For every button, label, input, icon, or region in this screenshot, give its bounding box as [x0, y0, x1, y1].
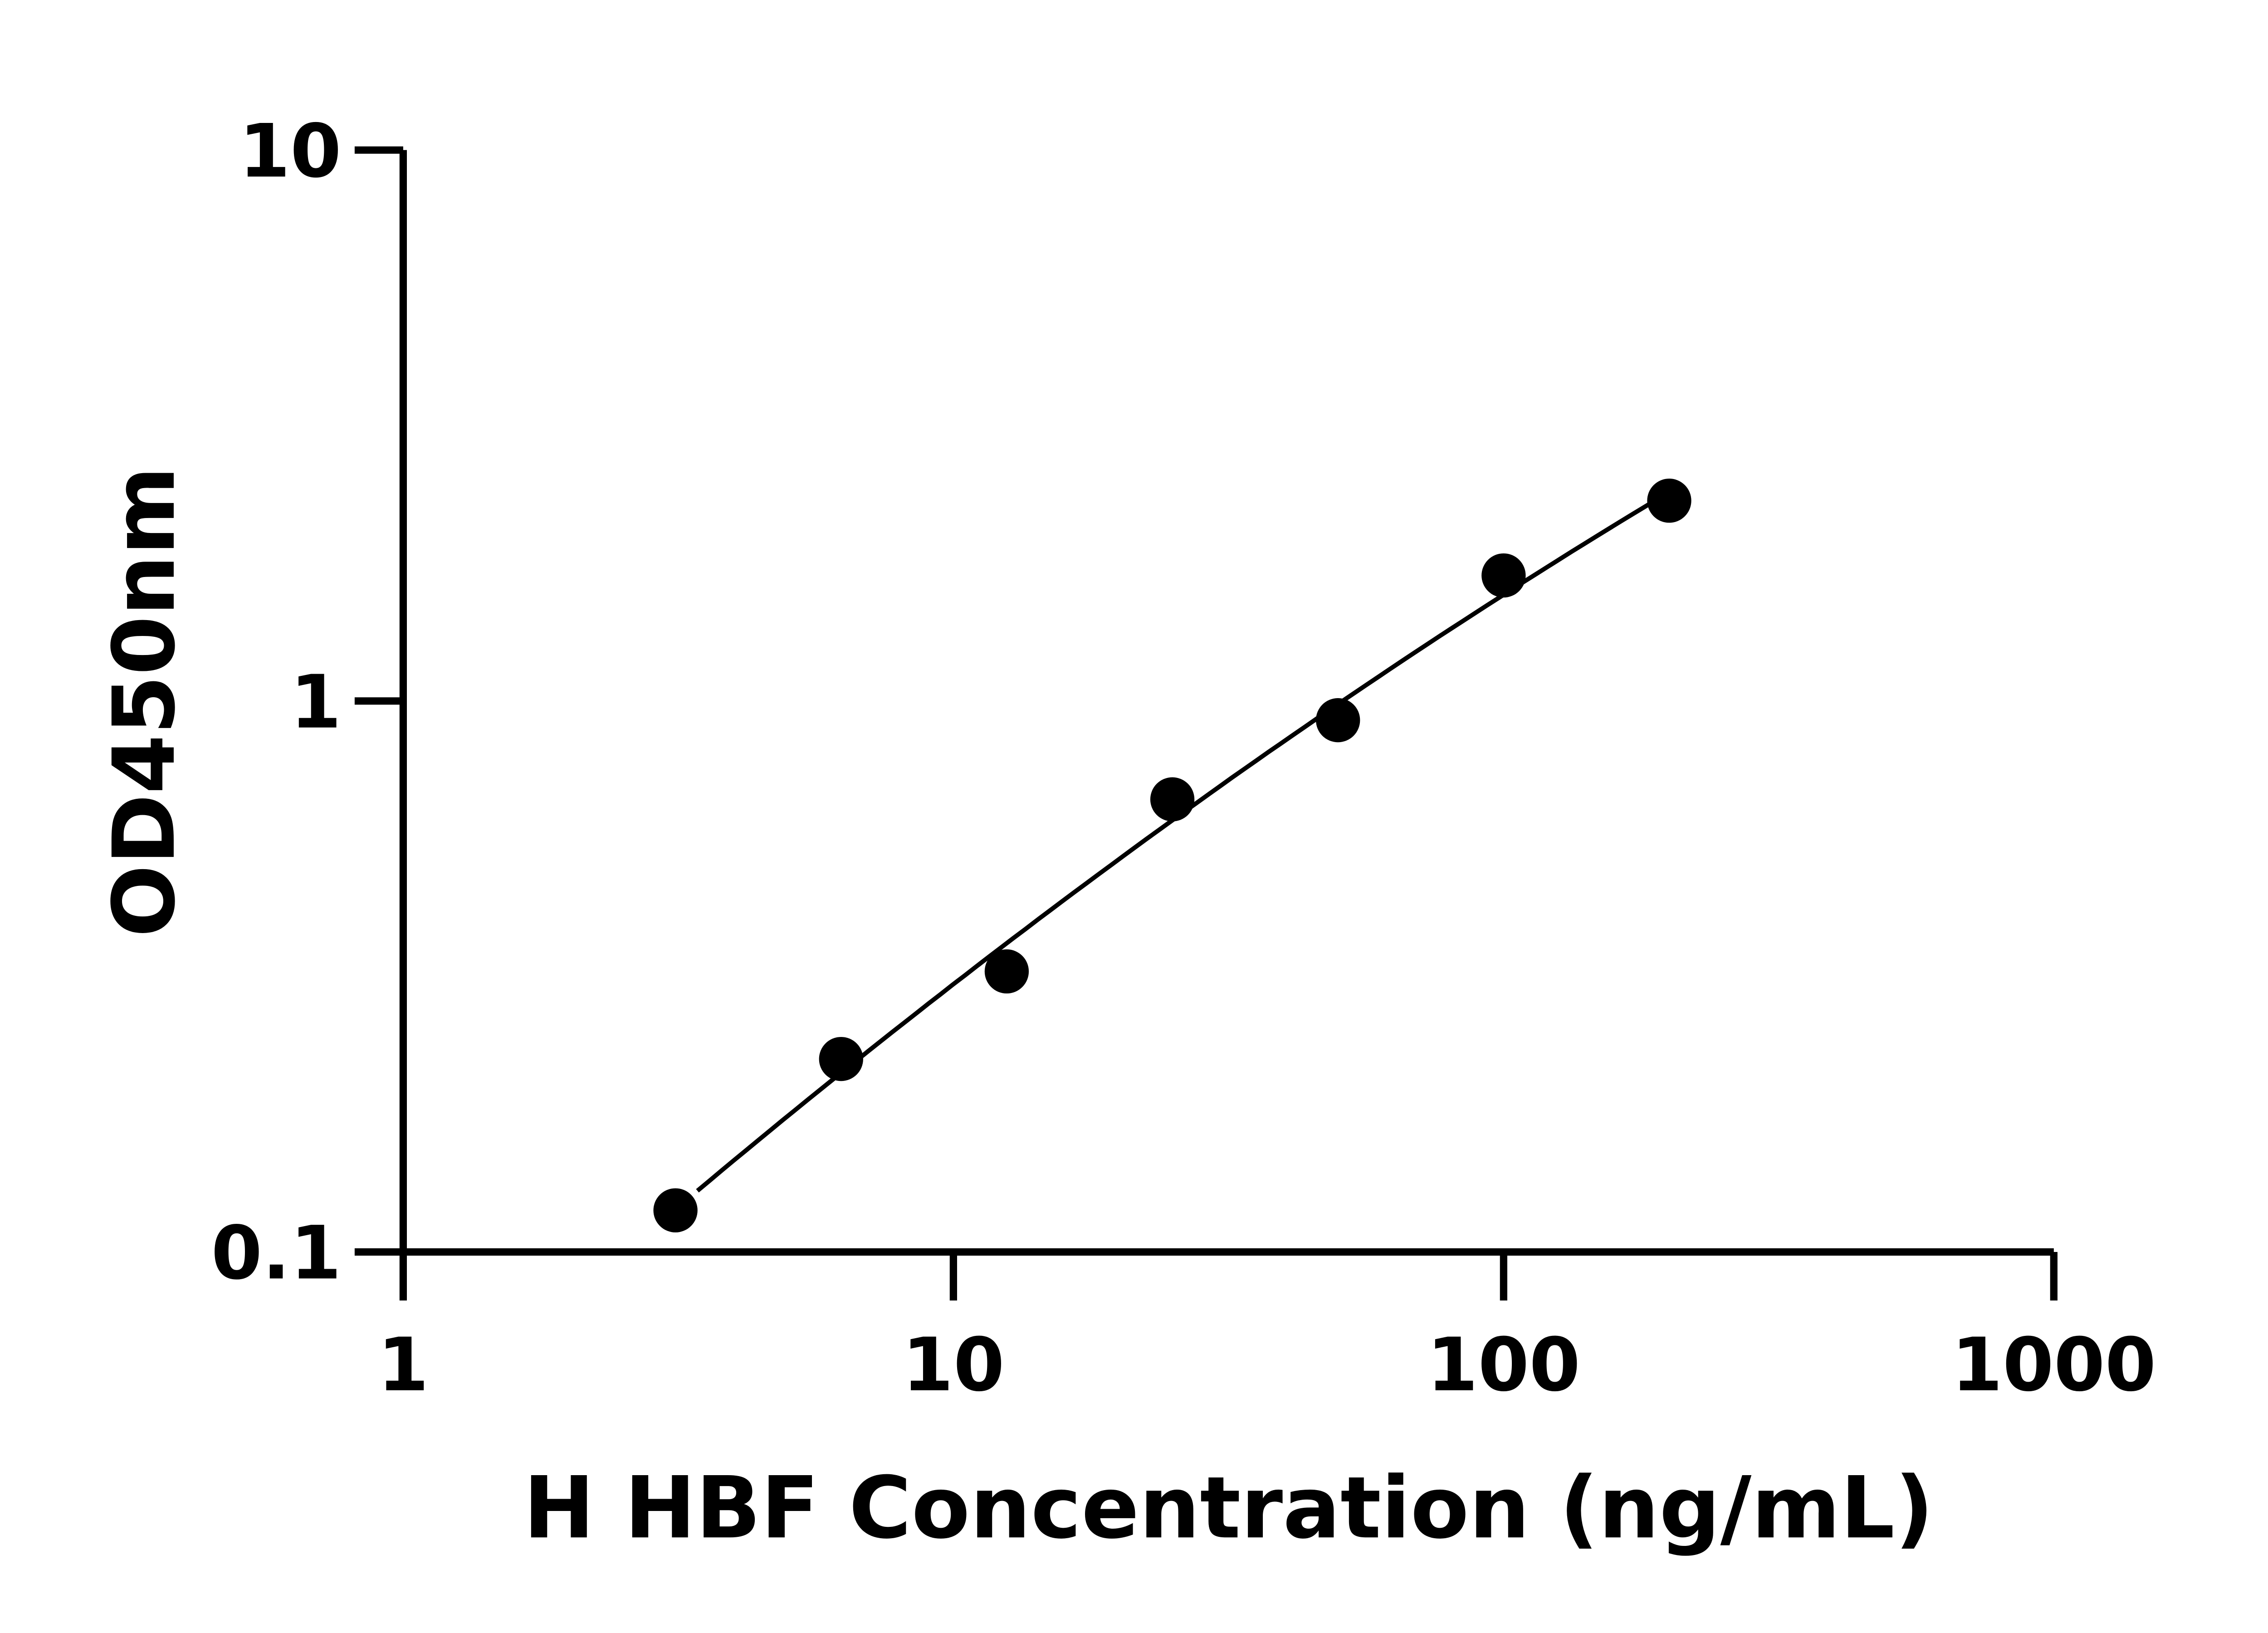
data-point [653, 1188, 698, 1232]
x-tick-label: 10 [902, 1322, 1005, 1408]
x-axis-label: H HBF Concentration (ng/mL) [523, 1458, 1934, 1558]
x-tick-label: 1000 [1951, 1322, 2156, 1408]
data-point [1316, 698, 1360, 743]
y-tick-label: 0.1 [211, 1210, 341, 1296]
y-tick-label: 1 [290, 660, 342, 745]
y-tick-label: 10 [239, 108, 342, 194]
x-tick-label: 100 [1427, 1322, 1581, 1408]
x-tick-label: 1 [377, 1322, 429, 1408]
data-point [984, 949, 1029, 994]
data-point [1150, 777, 1195, 821]
data-point [1481, 553, 1526, 598]
fit-curve [696, 490, 1671, 1193]
data-point [819, 1037, 863, 1081]
data-point [1647, 479, 1691, 523]
y-axis-label: OD450nm [95, 466, 194, 938]
data-points [653, 479, 1691, 1232]
axes: 1 10 100 1000 0.1 1 10 [211, 108, 2156, 1408]
